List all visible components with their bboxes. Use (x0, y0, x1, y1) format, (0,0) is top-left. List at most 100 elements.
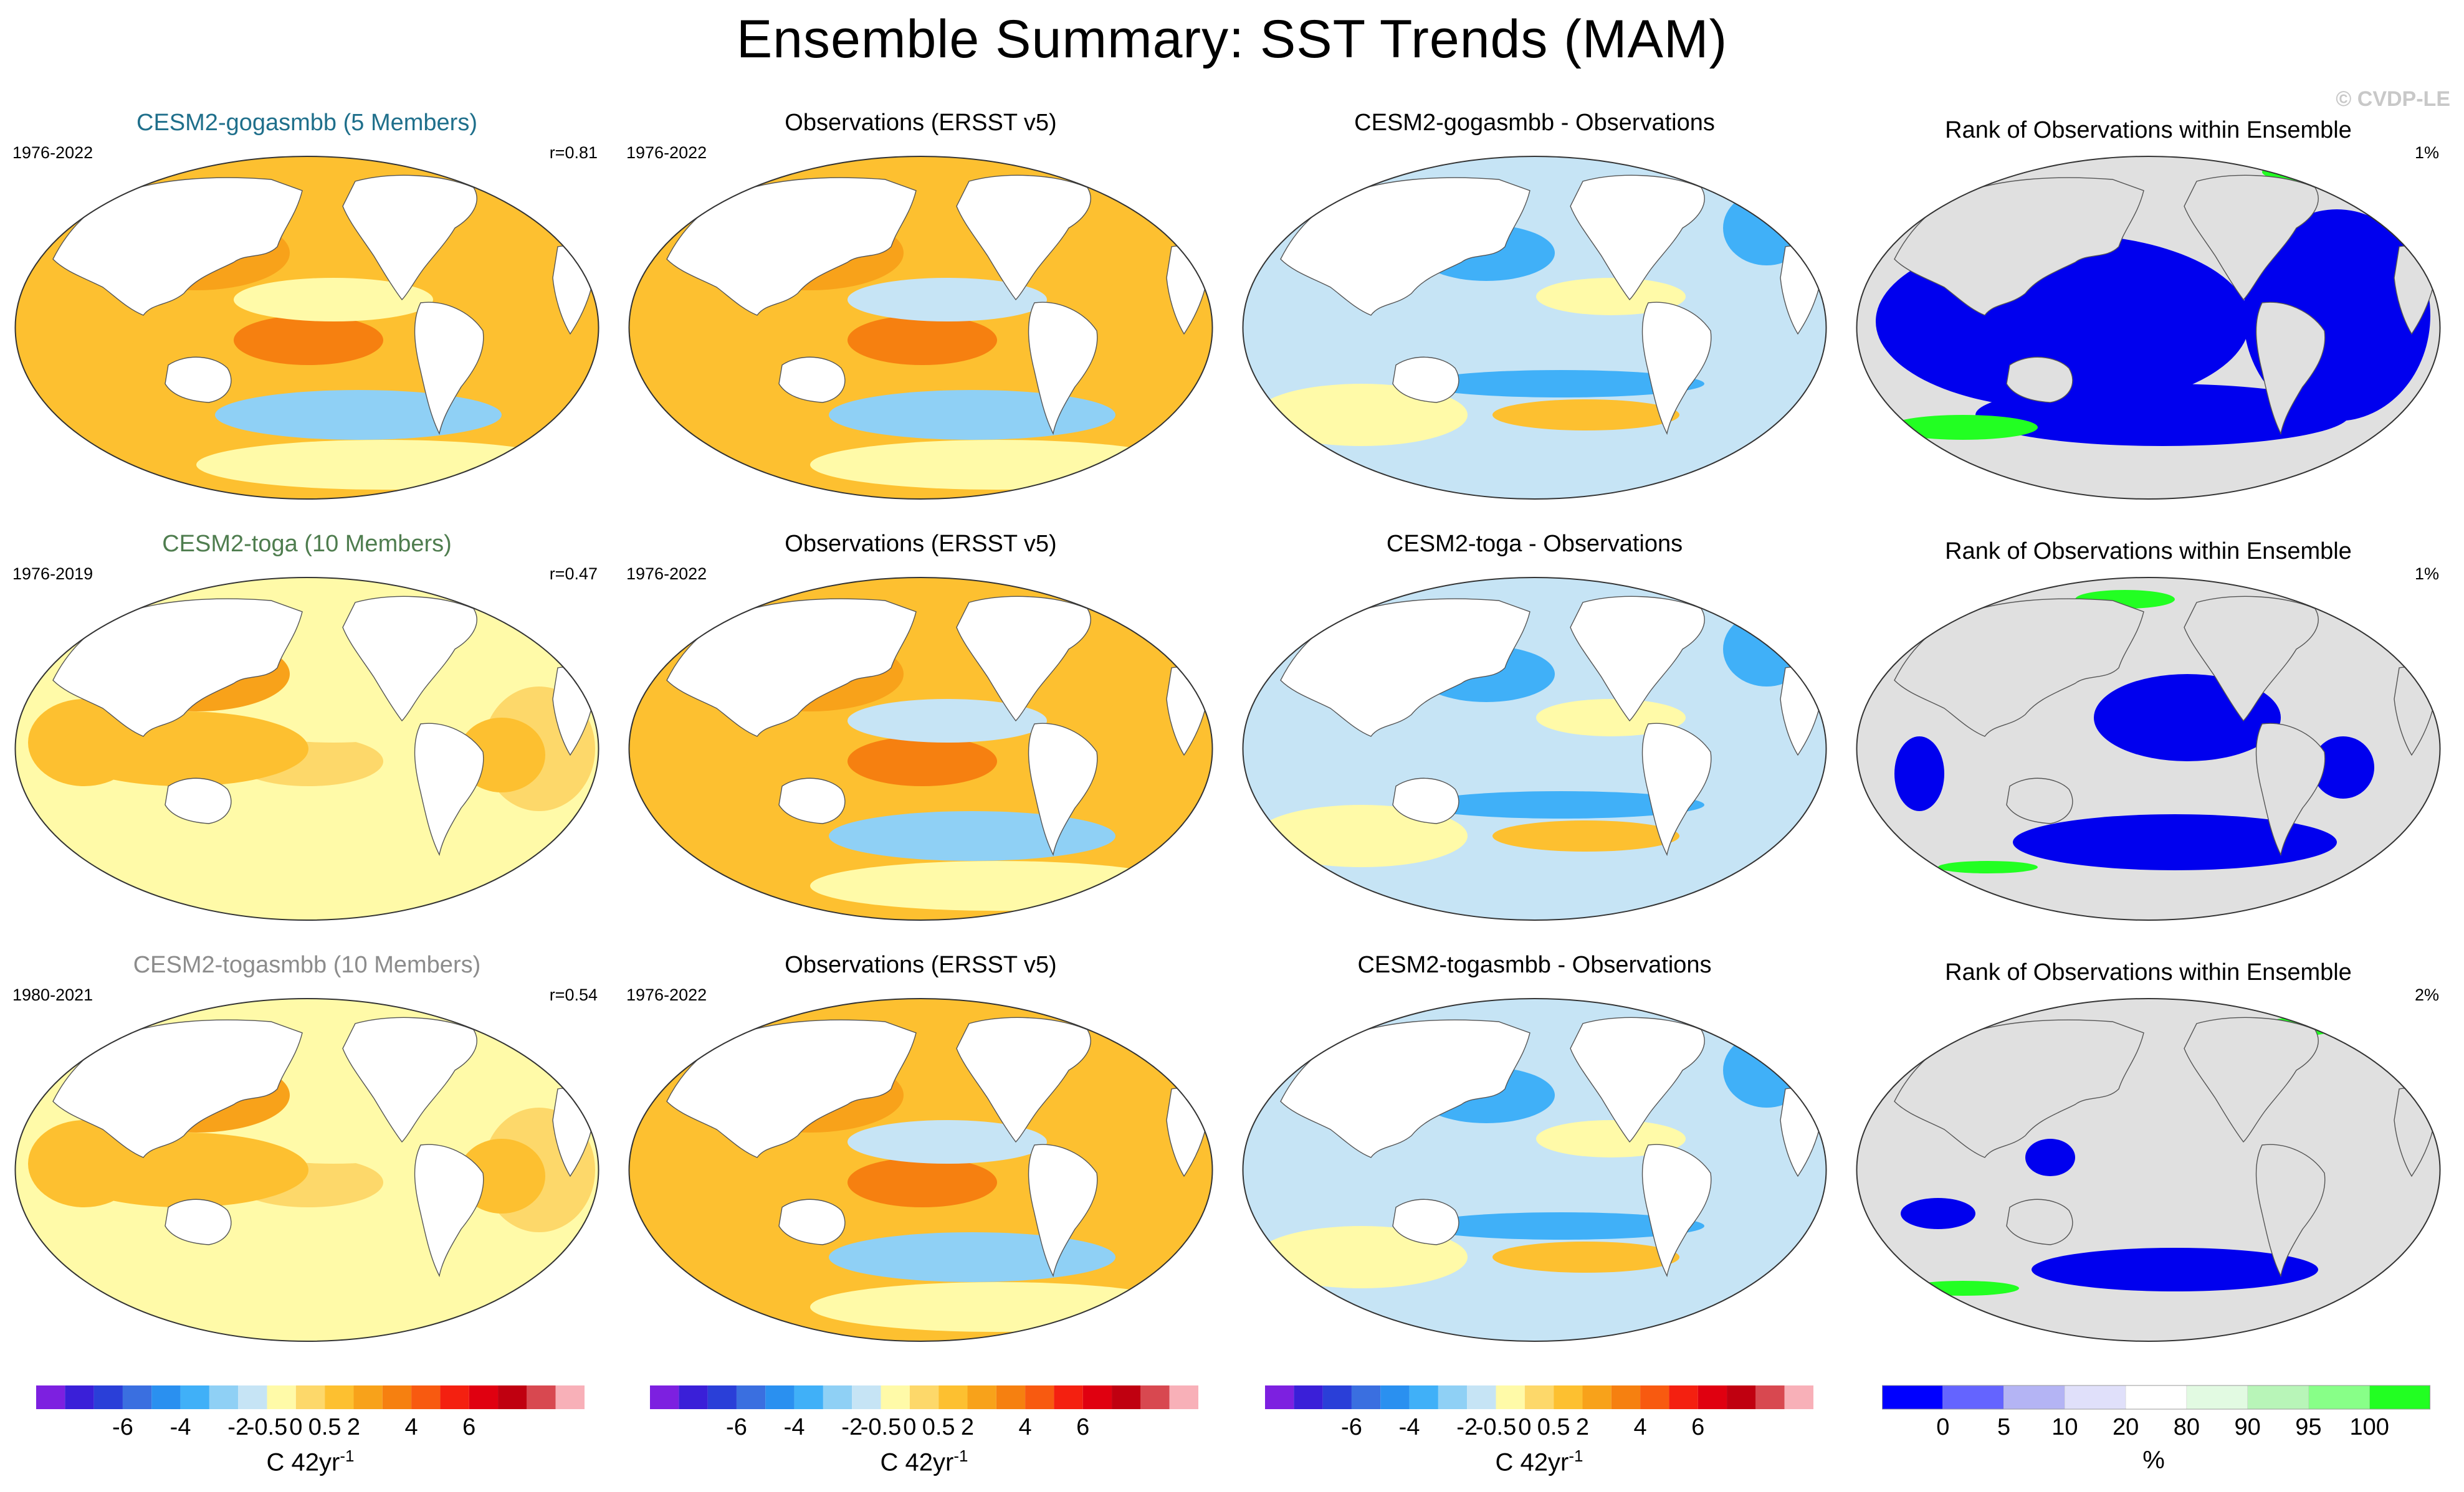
greenland-land (487, 1007, 537, 1040)
colorbar-swatch (1784, 1385, 1813, 1409)
south-america-land (2255, 1144, 2326, 1278)
europe-land (538, 1042, 590, 1075)
southern-ocean-cool-band (829, 390, 1115, 440)
southern-ocean-cool-band (215, 811, 502, 861)
colorbar-swatch (555, 1385, 585, 1409)
colorbar-swatch (2369, 1385, 2430, 1410)
diff-map (1242, 156, 1827, 500)
map-border (1856, 998, 2441, 1342)
warm-anomaly-region (1492, 1242, 1679, 1273)
colorbar-tick-label: 4 (1018, 1414, 1032, 1440)
period-label: 1976-2022 (626, 143, 707, 162)
colorbar-swatch (1467, 1385, 1496, 1409)
greenland-land (2328, 586, 2378, 619)
colorbar-swatch (527, 1385, 556, 1409)
colorbar-unit: C 42yr-1 (880, 1447, 968, 1476)
colorbar-tick-label: 0 (1518, 1414, 1532, 1440)
warm-anomaly-region (1256, 805, 1468, 867)
australia-land (1392, 1199, 1459, 1245)
credit-watermark: © CVDP-LE (2336, 87, 2450, 111)
europe-land (1152, 200, 1203, 232)
colorbar-tick-label: 6 (1076, 1414, 1090, 1440)
panel-title: CESM2-gogasmbb - Observations (1354, 110, 1715, 136)
panel-obs-row2: Observations (ERSST v5) 1976-2022 (614, 531, 1228, 954)
colorbar-swatch (469, 1385, 499, 1409)
colorbar-swatch (852, 1385, 881, 1409)
colorbar-tick-label: 80 (2173, 1414, 2200, 1440)
map-border (1242, 577, 1827, 921)
colorbar-tick-label: 4 (1633, 1414, 1647, 1440)
cool-anomaly-region (1418, 791, 1704, 819)
colorbar-tick-label: 6 (462, 1414, 476, 1440)
asia-land (1280, 1019, 1530, 1158)
model-map (14, 998, 599, 1342)
colorbar-tick-label: -0.5 (860, 1414, 902, 1440)
europe-land (1765, 621, 1817, 653)
colorbar-tick-label: -2 (841, 1414, 863, 1440)
colorbar-swatch (909, 1385, 939, 1409)
colorbar-tick-label: -4 (783, 1414, 805, 1440)
colorbar-swatch (707, 1385, 737, 1409)
asia-land (666, 1019, 917, 1158)
panel-diff-row1: CESM2-gogasmbb - Observations (1228, 110, 1841, 533)
colorbar-tick-label: 0 (1936, 1414, 1950, 1440)
panel-rank-row3: Rank of Observations within Ensemble 2% (1841, 952, 2455, 1376)
colorbar-swatch (295, 1385, 325, 1409)
colorbar-swatch (1380, 1385, 1410, 1409)
colorbar-swatch (1169, 1385, 1198, 1409)
warm-anomaly-region (848, 315, 997, 365)
model-map (14, 156, 599, 500)
colorbar-swatch (353, 1385, 383, 1409)
colorbar-swatch (1438, 1385, 1468, 1409)
panel-title: Observations (ERSST v5) (785, 110, 1057, 136)
colorbar-unit: C 42yr-1 (1495, 1447, 1583, 1476)
greenland-land (1714, 164, 1764, 198)
panel-title: Rank of Observations within Ensemble (1945, 117, 2352, 143)
colorbar-swatch (36, 1385, 65, 1409)
antarctic-margin (196, 440, 570, 490)
area-percent: 1% (2414, 564, 2439, 583)
panel-obs-row3: Observations (ERSST v5) 1976-2022 (614, 952, 1228, 1376)
colorbar-swatch (1265, 1385, 1294, 1409)
colorbar-swatch (209, 1385, 239, 1409)
europe-land (2379, 1042, 2431, 1075)
high-rank-region (1938, 861, 2038, 873)
colorbar-swatch (382, 1385, 412, 1409)
antarctic-margin (810, 1282, 1184, 1332)
north-america-land (2184, 174, 2319, 301)
obs-map (628, 998, 1213, 1342)
colorbar-swatch (823, 1385, 852, 1409)
period-label: 1976-2022 (12, 143, 93, 162)
colorbar-swatch (1669, 1385, 1698, 1409)
panel-model-row1: CESM2-gogasmbb (5 Members) 1976-2022 r=0.8… (0, 110, 614, 533)
colorbar-tick-label: -6 (112, 1414, 133, 1440)
obs-map (628, 577, 1213, 921)
colorbar-swatch (2247, 1385, 2309, 1410)
greenland-land (2328, 164, 2378, 198)
panel-title: CESM2-toga (10 Members) (162, 531, 452, 557)
period-label: 1980-2021 (12, 986, 93, 1004)
panel-title: Observations (ERSST v5) (785, 531, 1057, 557)
ocean-field (1243, 577, 1827, 920)
colorbar-swatch (1582, 1385, 1612, 1409)
asia-land (52, 177, 303, 316)
area-percent: 1% (2414, 143, 2439, 162)
asia-land (666, 177, 917, 316)
warm-anomaly-region (28, 278, 140, 365)
high-rank-region (1907, 1281, 2019, 1296)
colorbar-swatch (1524, 1385, 1554, 1409)
map-border (628, 156, 1213, 500)
colorbar-swatch (996, 1385, 1026, 1409)
asia-land (1280, 598, 1530, 737)
rank-colorbar: 0 5 10 20 80 90 95 100 % (1882, 1384, 2430, 1490)
colorbar-tick-label: -0.5 (246, 1414, 288, 1440)
colorbar-tick-label: 0.5 (308, 1414, 341, 1440)
colorbar-swatch (65, 1385, 94, 1409)
ocean-field (1856, 998, 2440, 1341)
colorbar-swatch (93, 1385, 123, 1409)
cool-anomaly-region (1418, 1212, 1704, 1240)
obs-map (628, 156, 1213, 500)
asia-land (666, 598, 917, 737)
colorbar-swatch (1025, 1385, 1054, 1409)
period-label: 1976-2022 (626, 564, 707, 583)
